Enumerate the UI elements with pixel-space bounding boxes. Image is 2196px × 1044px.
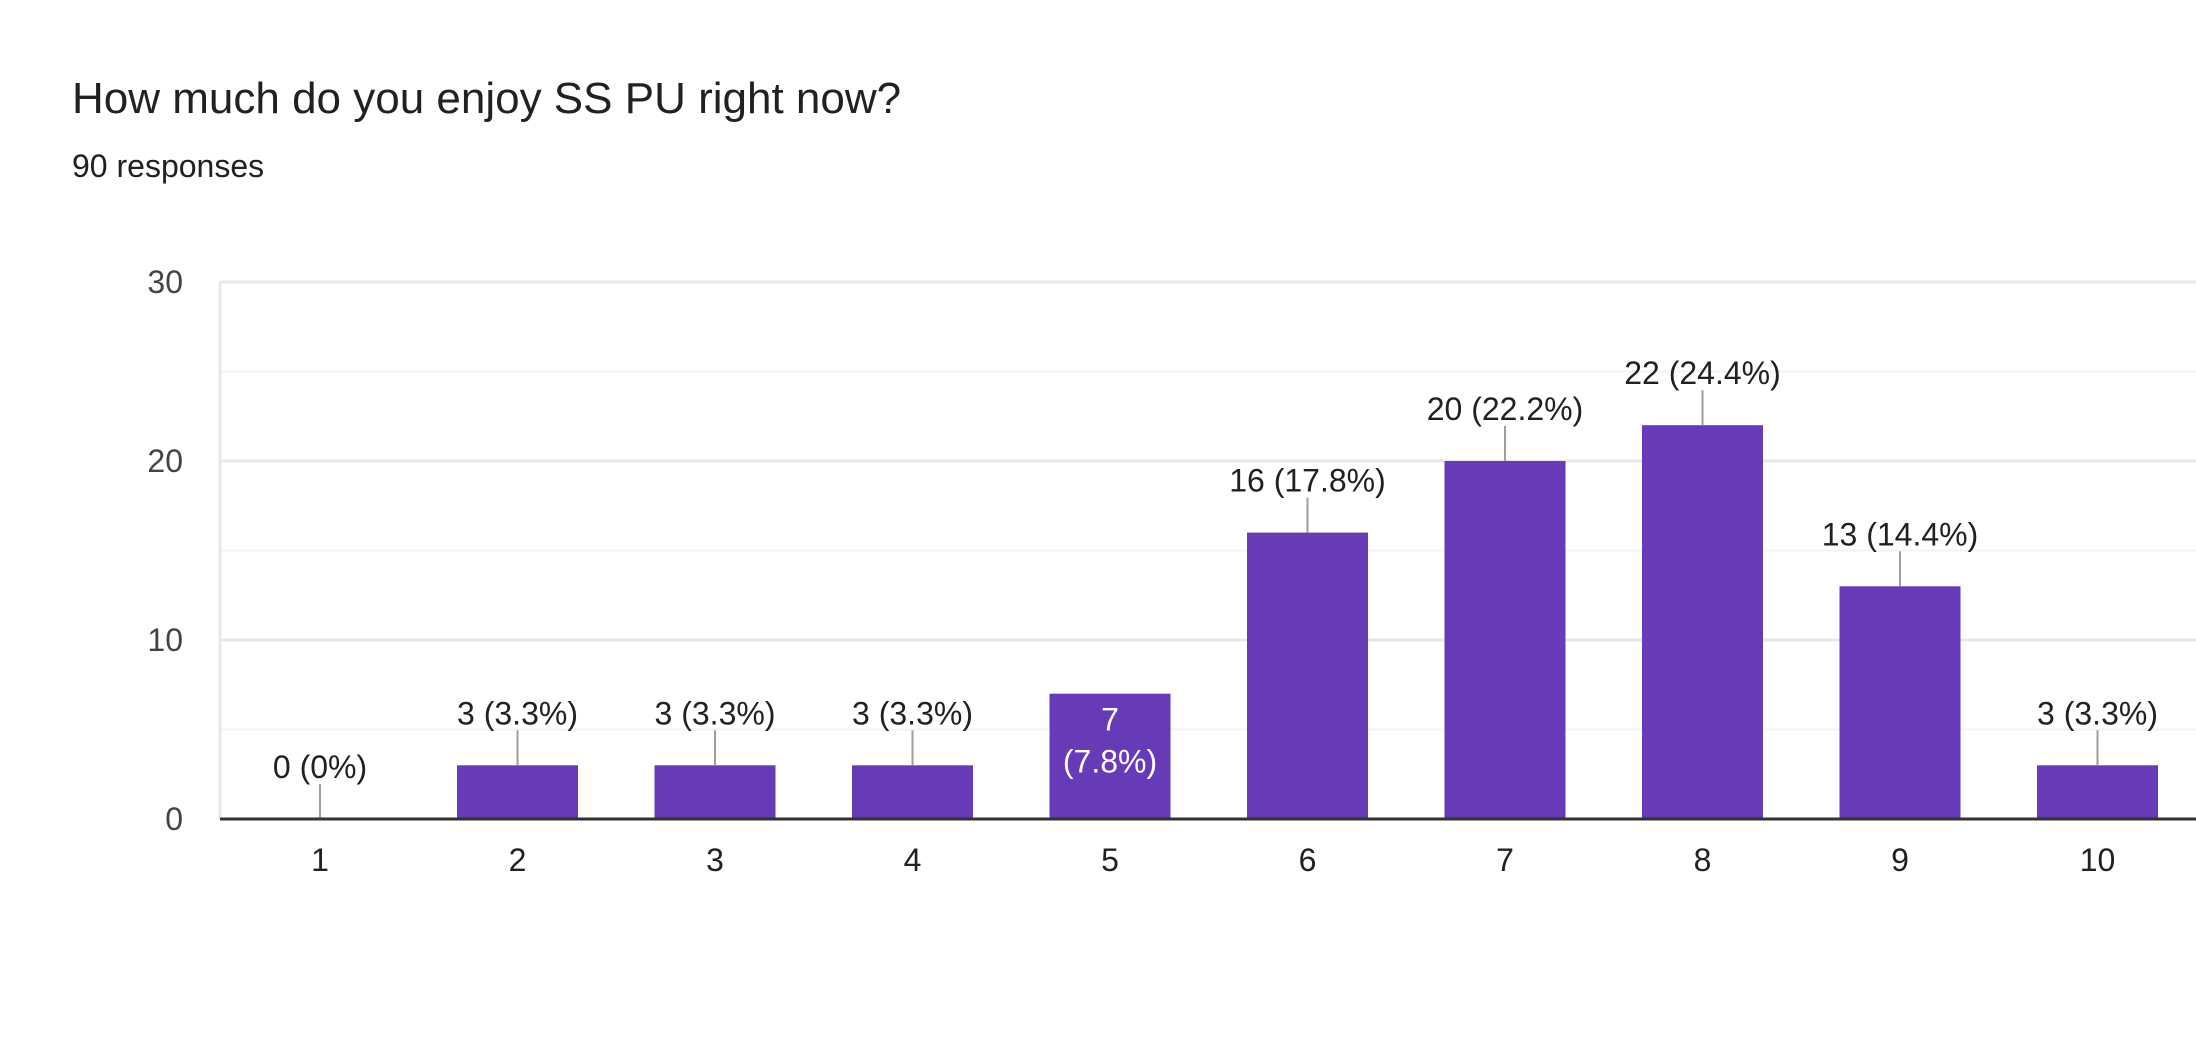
- axes: 0 10 20 30 1 2 3 4 5 6 7 8 9 10: [147, 264, 2196, 878]
- x-tick-label: 6: [1299, 842, 1317, 878]
- bar: [1839, 586, 1961, 819]
- bar: [852, 765, 973, 819]
- data-label: (7.8%): [1063, 744, 1157, 780]
- y-tick-label: 10: [147, 622, 183, 658]
- x-tick-label: 4: [904, 842, 922, 878]
- x-tick-label: 7: [1496, 842, 1514, 878]
- x-tick-label: 9: [1891, 842, 1909, 878]
- x-tick-label: 8: [1694, 842, 1712, 878]
- data-label: 3 (3.3%): [655, 695, 776, 731]
- bar: [1444, 461, 1566, 819]
- bar: [654, 765, 776, 819]
- data-labels: 0 (0%) 3 (3.3%) 3 (3.3%) 3 (3.3%) 7 (7.8%) 16 …: [273, 355, 2158, 785]
- y-tick-label: 0: [165, 801, 183, 837]
- bar: [1247, 532, 1368, 819]
- data-label: 22 (24.4%): [1624, 355, 1781, 391]
- data-label: 3 (3.3%): [852, 695, 973, 731]
- data-label: 3 (3.3%): [457, 695, 578, 731]
- label-leaders: [319, 390, 2099, 819]
- data-label: 20 (22.2%): [1427, 391, 1584, 427]
- x-tick-label: 3: [706, 842, 724, 878]
- bar: [1642, 425, 1763, 819]
- bar: [2037, 765, 2158, 819]
- response-count: 90 responses: [72, 148, 265, 184]
- data-label: 7: [1101, 702, 1119, 738]
- x-tick-label: 2: [509, 842, 527, 878]
- x-tick-label: 10: [2080, 842, 2116, 878]
- y-tick-label: 20: [147, 443, 183, 479]
- question-title: How much do you enjoy SS PU right now?: [72, 74, 902, 123]
- x-tick-label: 5: [1101, 842, 1119, 878]
- data-label: 0 (0%): [273, 749, 367, 785]
- x-tick-label: 1: [311, 842, 329, 878]
- data-label: 3 (3.3%): [2037, 695, 2158, 731]
- data-label: 13 (14.4%): [1822, 516, 1979, 552]
- bar: [1049, 693, 1171, 819]
- bars: [457, 425, 2158, 819]
- data-label: 16 (17.8%): [1229, 463, 1386, 499]
- bar: [457, 765, 578, 819]
- y-tick-label: 30: [147, 264, 183, 300]
